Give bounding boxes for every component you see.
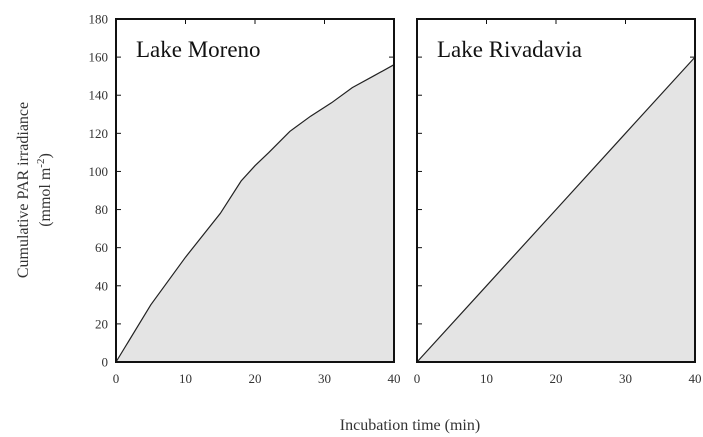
x-tick-labels-left: 0 10 20 30 40 [113,371,401,386]
panel-title-lake-moreno: Lake Moreno [136,37,261,62]
y-tick-label: 140 [89,88,109,103]
y-tick-label: 100 [89,164,109,179]
x-tick-label: 20 [249,371,262,386]
x-tick-labels-right: 0 10 20 30 40 [414,371,702,386]
x-tick-label: 30 [318,371,331,386]
y-axis-title: Cumulative PAR irradiance (mmol m-2) [15,102,54,278]
panel-title-lake-rivadavia: Lake Rivadavia [437,37,582,62]
y-tick-labels: 0 20 40 60 80 100 120 140 160 180 [89,12,109,370]
y-axis-title-line2: (mmol m-2) [35,153,54,227]
y-tick-label: 0 [102,355,109,370]
series-line-lake-moreno [115,64,395,363]
y-tick-label: 120 [89,126,109,141]
x-axis-title: Incubation time (min) [340,417,480,434]
x-tick-label: 20 [550,371,563,386]
x-tick-label: 10 [480,371,493,386]
x-tick-label: 10 [179,371,192,386]
y-tick-label: 20 [95,316,108,331]
panel-left: Lake Moreno 0 20 40 60 80 100 120 140 160 180 0 10… [89,12,401,387]
panel-right: Lake Rivadavia 0 10 20 30 40 [414,18,702,386]
plot-frame-left [115,18,395,363]
x-tick-label: 0 [113,371,120,386]
series-line-lake-rivadavia [416,56,696,363]
y-tick-label: 60 [95,240,108,255]
x-tick-label: 0 [414,371,421,386]
y-axis-title-line1: Cumulative PAR irradiance [15,102,32,278]
plot-frame-right [416,18,696,363]
x-tick-label: 40 [689,371,702,386]
y-tick-label: 160 [89,50,109,65]
x-tick-label: 40 [388,371,401,386]
x-tick-label: 30 [619,371,632,386]
y-tick-label: 40 [95,278,108,293]
y-tick-label: 80 [95,202,108,217]
series-area-lake-moreno [116,64,394,362]
y-tick-label: 180 [89,12,109,27]
